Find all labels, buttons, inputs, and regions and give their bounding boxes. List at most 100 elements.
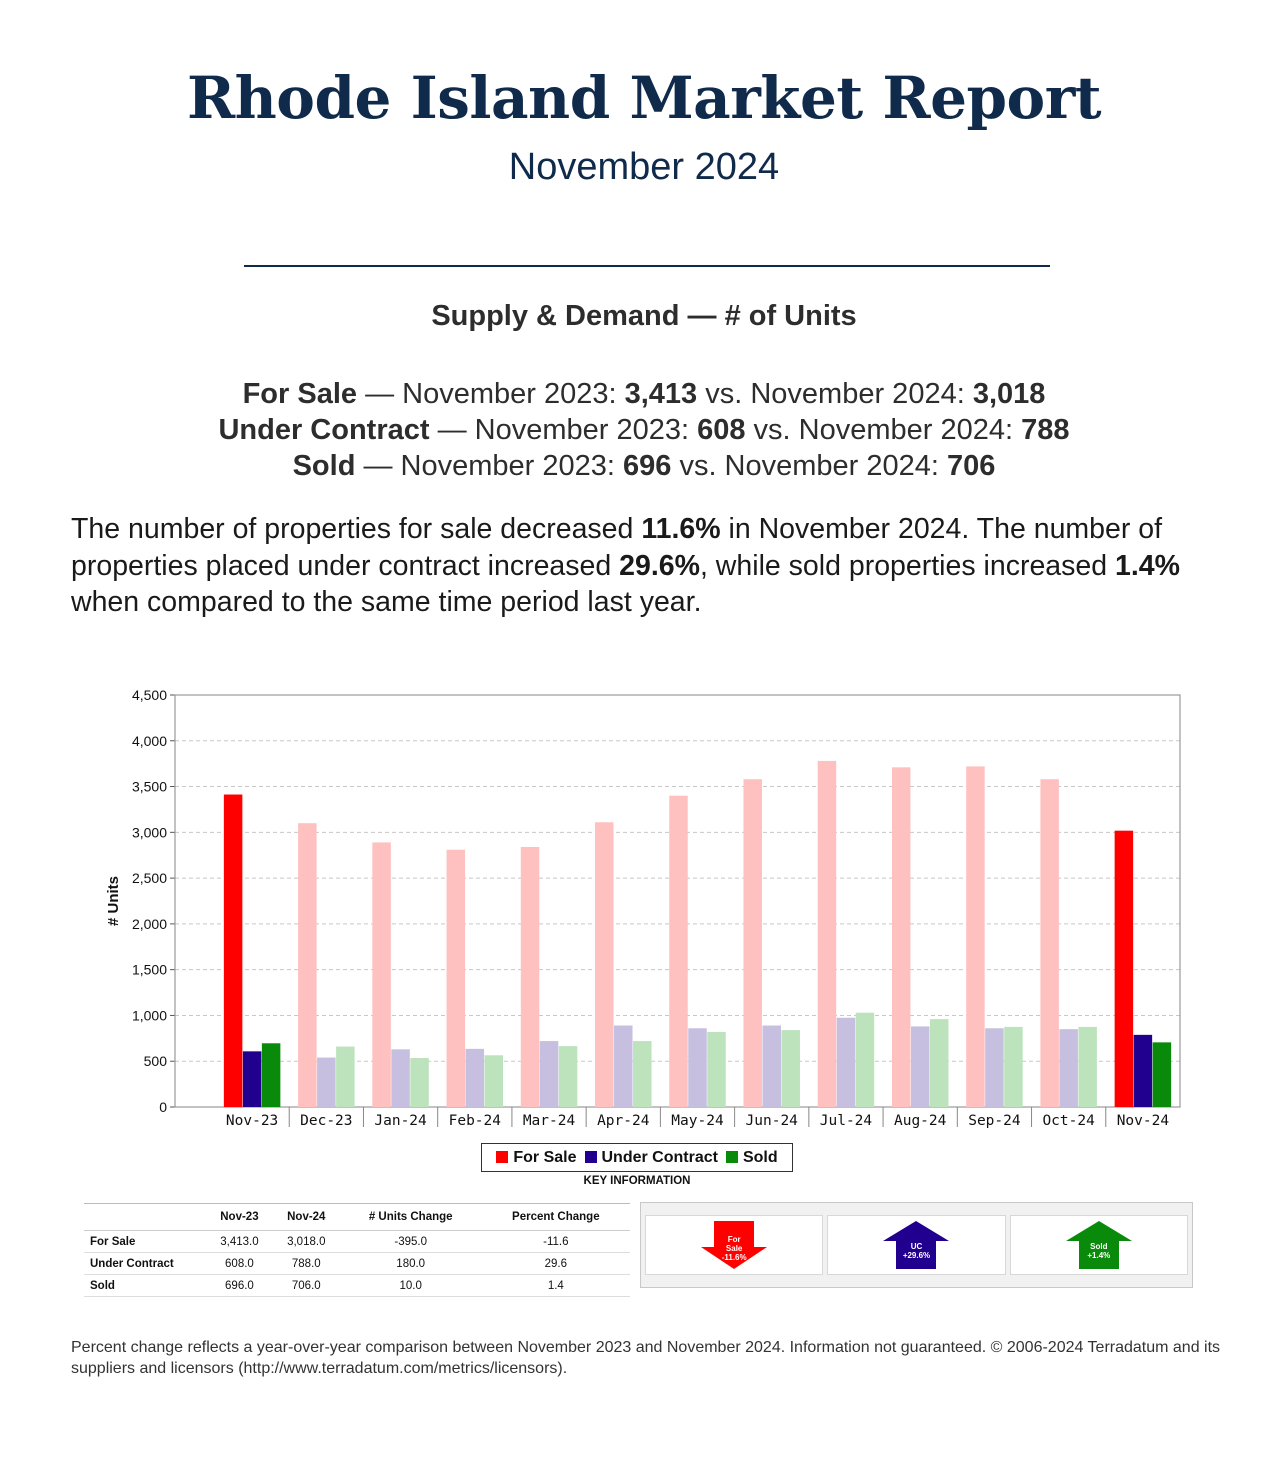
comparison-for-sale: For Sale — November 2023: 3,413 vs. Nove…: [242, 378, 1046, 410]
arrow-down-icon: [701, 1221, 768, 1269]
table-cell: 180.0: [339, 1252, 482, 1275]
arrow-up-icon: [883, 1221, 950, 1269]
table-header-cell: Nov-24: [272, 1203, 340, 1231]
bar-for-sale: [743, 779, 762, 1107]
bar-for-sale: [1114, 830, 1134, 1107]
bar-under-contract: [242, 1051, 262, 1107]
bar-sold: [633, 1041, 652, 1107]
bar-under-contract: [910, 1026, 930, 1107]
bar-sold: [1004, 1026, 1023, 1107]
bar-under-contract: [1059, 1029, 1078, 1107]
x-tick-label: Nov-23: [226, 1113, 278, 1129]
bar-sold: [410, 1058, 429, 1107]
comparison-under-contract: Under Contract — November 2023: 608 vs. …: [218, 414, 1070, 446]
key-info-title: KEY INFORMATION: [583, 1175, 691, 1187]
comparison-sold: Sold — November 2023: 696 vs. November 2…: [292, 450, 996, 482]
summary-paragraph: The number of properties for sale decrea…: [71, 513, 1180, 618]
bar-for-sale: [1040, 779, 1059, 1107]
table-cell: 608.0: [206, 1252, 273, 1275]
comparison-block: For Sale — November 2023: 3,413 vs. Nove…: [0, 376, 1288, 484]
x-tick-label: Jul-24: [820, 1113, 873, 1129]
x-tick-label: Jun-24: [746, 1113, 799, 1129]
table-cell: 29.6: [481, 1252, 630, 1275]
bar-sold: [707, 1031, 726, 1107]
bar-sold: [558, 1046, 578, 1107]
bar-sold: [1078, 1026, 1097, 1107]
y-tick-label: 4,000: [132, 733, 167, 749]
change-indicators: For Sale -11.6% UC +29.6% Sold +1.4%: [640, 1202, 1193, 1288]
table-row: Sold 696.0 706.0 10.0 1.4: [84, 1274, 630, 1297]
key-info-table: Nov-23 Nov-24 # Units Change Percent Cha…: [84, 1203, 630, 1297]
table-cell: 696.0: [206, 1274, 273, 1297]
legend-item-sold: Sold: [725, 1149, 778, 1167]
footer-disclaimer: Percent change reflects a year-over-year…: [71, 1339, 1221, 1377]
indicator-sold: Sold +1.4%: [1009, 1215, 1188, 1275]
table-cell: -11.6: [481, 1230, 630, 1253]
legend-item-for-sale: For Sale: [496, 1149, 577, 1167]
y-tick-label: 2,500: [132, 870, 167, 886]
arrow-up-icon: [1065, 1221, 1132, 1269]
indicator-under-contract: UC +29.6%: [827, 1215, 1006, 1275]
bar-for-sale: [817, 760, 837, 1107]
table-cell: Sold: [84, 1274, 206, 1297]
y-tick-label: 4,500: [132, 687, 167, 703]
table-cell: -395.0: [339, 1230, 482, 1253]
bar-under-contract: [1133, 1034, 1153, 1107]
table-cell: 3,413.0: [206, 1230, 273, 1253]
y-tick-label: 3,000: [132, 824, 167, 840]
bar-for-sale: [446, 849, 466, 1107]
x-tick-label: Sep-24: [968, 1113, 1021, 1129]
bar-under-contract: [317, 1057, 336, 1107]
bar-sold: [855, 1012, 875, 1107]
x-tick-label: Dec-23: [300, 1113, 352, 1129]
chart-legend: For Sale Under Contract Sold: [481, 1143, 793, 1172]
table-header-cell: Percent Change: [481, 1203, 630, 1231]
table-cell: 10.0: [339, 1274, 482, 1297]
y-tick-label: 3,500: [132, 779, 167, 795]
page-subtitle: November 2024: [508, 146, 780, 188]
bar-under-contract: [985, 1028, 1004, 1107]
bar-under-contract: [391, 1049, 410, 1107]
table-cell: For Sale: [84, 1230, 206, 1253]
bar-sold: [484, 1055, 504, 1107]
x-tick-label: Oct-24: [1042, 1113, 1095, 1129]
divider: [244, 265, 1050, 267]
section-heading: Supply & Demand — # of Units: [431, 300, 857, 332]
indicator-for-sale: For Sale -11.6%: [645, 1215, 824, 1275]
x-tick-label: Mar-24: [523, 1113, 576, 1129]
y-tick-label: 2,000: [132, 916, 167, 932]
bar-for-sale: [372, 842, 391, 1107]
x-tick-label: May-24: [671, 1113, 724, 1129]
x-tick-label: Apr-24: [597, 1113, 650, 1129]
bar-under-contract: [836, 1017, 856, 1107]
table-cell: 706.0: [272, 1274, 340, 1297]
y-tick-label: 1,500: [132, 962, 167, 978]
bar-under-contract: [762, 1025, 781, 1107]
bar-under-contract: [539, 1041, 559, 1107]
table-cell: Under Contract: [84, 1252, 206, 1275]
table-cell: 3,018.0: [272, 1230, 340, 1253]
table-header-cell: # Units Change: [339, 1203, 482, 1231]
x-tick-label: Jan-24: [374, 1113, 427, 1129]
legend-item-under-contract: Under Contract: [584, 1149, 718, 1167]
bar-sold: [781, 1030, 800, 1107]
bar-for-sale: [891, 767, 911, 1107]
bar-sold: [261, 1043, 281, 1107]
bar-under-contract: [688, 1028, 707, 1107]
y-tick-label: 500: [144, 1053, 168, 1069]
bar-sold: [1152, 1042, 1172, 1107]
bar-for-sale: [520, 846, 540, 1107]
table-header-cell: Nov-23: [206, 1203, 273, 1231]
page-title: Rhode Island Market Report: [186, 64, 1102, 132]
y-tick-label: 1,000: [132, 1007, 167, 1023]
units-bar-chart: 0 500 1,000 1,500 2,000 2,500 3,000 3,500 4,000 4…: [105, 687, 1181, 1129]
bar-for-sale: [595, 822, 614, 1107]
table-row: Under Contract 608.0 788.0 180.0 29.6: [84, 1252, 630, 1275]
bar-for-sale: [669, 795, 688, 1107]
x-tick-label: Aug-24: [894, 1113, 947, 1129]
table-row: For Sale 3,413.0 3,018.0 -395.0 -11.6: [84, 1230, 630, 1253]
bar-for-sale: [966, 766, 985, 1107]
bar-under-contract: [614, 1025, 633, 1107]
y-axis-label: # Units: [105, 876, 122, 926]
bar-sold: [929, 1019, 949, 1107]
